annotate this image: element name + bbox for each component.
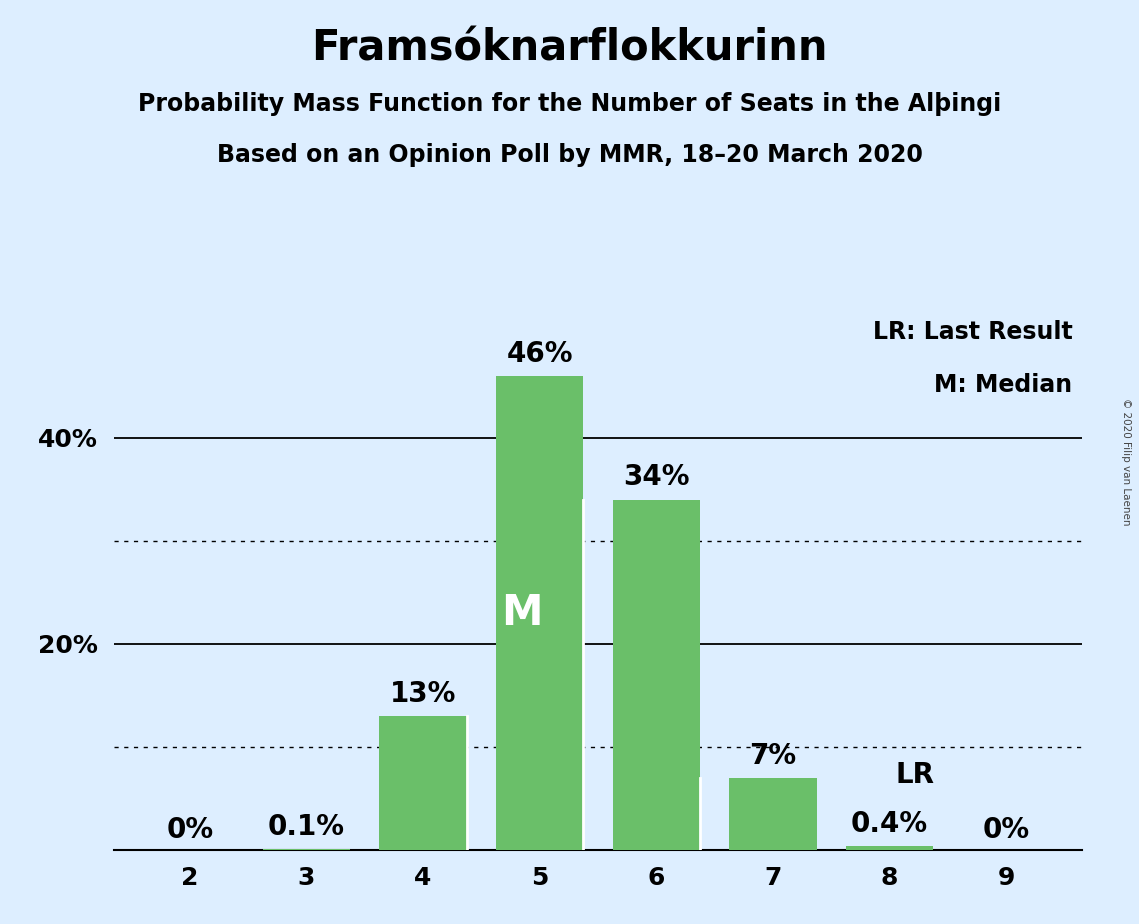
Text: LR: Last Result: LR: Last Result (872, 320, 1073, 344)
Text: 0.1%: 0.1% (268, 813, 345, 841)
Text: © 2020 Filip van Laenen: © 2020 Filip van Laenen (1121, 398, 1131, 526)
Text: 0.4%: 0.4% (851, 809, 928, 838)
Text: 34%: 34% (623, 464, 689, 492)
Text: 0%: 0% (983, 816, 1030, 844)
Text: M: M (501, 592, 543, 634)
Text: 0%: 0% (166, 816, 213, 844)
Text: Framsóknarflokkurinn: Framsóknarflokkurinn (311, 28, 828, 69)
Text: Probability Mass Function for the Number of Seats in the Alþingi: Probability Mass Function for the Number… (138, 92, 1001, 116)
Bar (729, 778, 817, 850)
Bar (263, 849, 350, 850)
Text: 46%: 46% (507, 340, 573, 368)
Bar (379, 716, 467, 850)
Bar (495, 376, 583, 850)
Bar (846, 846, 933, 850)
Text: M: Median: M: Median (934, 373, 1073, 397)
Text: LR: LR (895, 761, 934, 789)
Bar (613, 500, 700, 850)
Text: 13%: 13% (390, 680, 457, 708)
Text: Based on an Opinion Poll by MMR, 18–20 March 2020: Based on an Opinion Poll by MMR, 18–20 M… (216, 143, 923, 167)
Text: 7%: 7% (749, 742, 796, 770)
